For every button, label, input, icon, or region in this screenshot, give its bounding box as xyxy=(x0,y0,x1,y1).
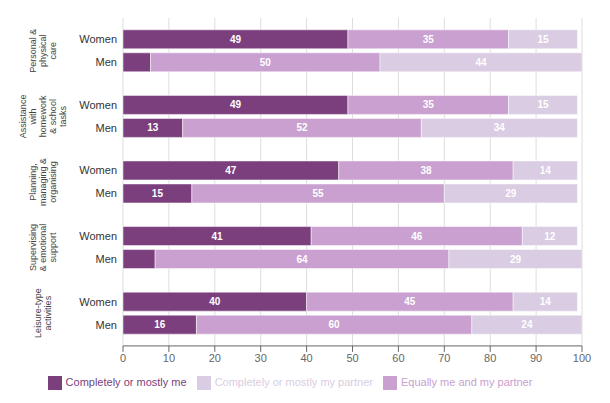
svg-text:55: 55 xyxy=(313,188,325,199)
svg-text:14: 14 xyxy=(540,296,552,307)
svg-text:46: 46 xyxy=(411,231,423,242)
svg-text:16: 16 xyxy=(154,319,166,330)
html-text:Equally me and my partner: Equally me and my partner xyxy=(401,375,533,388)
svg-text:60: 60 xyxy=(329,319,341,330)
svg-text:35: 35 xyxy=(423,34,435,45)
svg-text:Men: Men xyxy=(96,122,117,134)
svg-text:24: 24 xyxy=(521,319,533,330)
svg-text:38: 38 xyxy=(420,165,432,176)
svg-text:35: 35 xyxy=(423,99,435,110)
svg-text:15: 15 xyxy=(537,34,549,45)
svg-text:49: 49 xyxy=(230,34,242,45)
svg-text:80: 80 xyxy=(484,352,496,364)
svg-text:44: 44 xyxy=(475,57,487,68)
svg-text:Leisure-typeactivities: Leisure-typeactivities xyxy=(33,288,53,338)
svg-text:29: 29 xyxy=(510,254,522,265)
html-text:Completely or mostly my partne: Completely or mostly my partner xyxy=(214,375,373,388)
svg-text:Women: Women xyxy=(79,164,117,176)
svg-text:13: 13 xyxy=(147,122,159,133)
svg-text:41: 41 xyxy=(212,231,224,242)
svg-text:45: 45 xyxy=(404,296,416,307)
svg-text:12: 12 xyxy=(544,231,556,242)
html-text:Completely or mostly me: Completely or mostly me xyxy=(65,375,187,388)
svg-text:90: 90 xyxy=(530,352,542,364)
svg-text:40: 40 xyxy=(300,352,312,364)
svg-text:Men: Men xyxy=(96,187,117,199)
svg-text:Women: Women xyxy=(79,296,117,308)
svg-text:40: 40 xyxy=(209,296,221,307)
svg-text:Men: Men xyxy=(96,56,117,68)
svg-text:52: 52 xyxy=(296,122,308,133)
svg-text:Women: Women xyxy=(79,230,117,242)
svg-text:Personal &physicalcare: Personal &physicalcare xyxy=(28,29,58,73)
svg-text:15: 15 xyxy=(537,99,549,110)
svg-text:34: 34 xyxy=(494,122,506,133)
svg-text:0: 0 xyxy=(120,352,126,364)
svg-text:Men: Men xyxy=(96,319,117,331)
svg-text:20: 20 xyxy=(209,352,221,364)
svg-text:60: 60 xyxy=(392,352,404,364)
svg-text:47: 47 xyxy=(225,165,237,176)
svg-text:15: 15 xyxy=(152,188,164,199)
svg-text:50: 50 xyxy=(346,352,358,364)
svg-text:100: 100 xyxy=(573,352,591,364)
svg-text:70: 70 xyxy=(438,352,450,364)
svg-text:Supervising& emotionalsupport: Supervising& emotionalsupport xyxy=(28,224,58,272)
svg-text:64: 64 xyxy=(296,254,308,265)
svg-text:Assistancewithhomework& school: Assistancewithhomework& schooltasks xyxy=(18,95,68,139)
svg-text:14: 14 xyxy=(540,165,552,176)
svg-text:30: 30 xyxy=(255,352,267,364)
svg-text:49: 49 xyxy=(230,99,242,110)
svg-text:10: 10 xyxy=(163,352,175,364)
svg-text:Women: Women xyxy=(79,33,117,45)
svg-text:50: 50 xyxy=(260,57,272,68)
svg-text:Men: Men xyxy=(96,253,117,265)
svg-text:Planning,managing &organising: Planning,managing &organising xyxy=(28,158,58,206)
svg-text:Women: Women xyxy=(79,99,117,111)
svg-text:29: 29 xyxy=(505,188,517,199)
